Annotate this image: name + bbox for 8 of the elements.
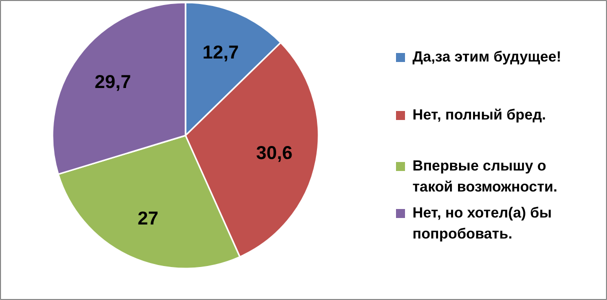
- data-label: 12,7: [202, 42, 239, 63]
- data-label: 27: [138, 207, 158, 228]
- legend-label: Да,за этим будущее!: [412, 50, 562, 66]
- legend-label: Нет, но хотел(а) бы попробовать.: [412, 206, 552, 242]
- legend-label: Впервые слышу о такой возможности.: [412, 158, 558, 196]
- data-label: 29,7: [94, 71, 131, 92]
- data-label: 30,6: [256, 142, 292, 163]
- legend-label: Нет, полный бред.: [412, 108, 546, 124]
